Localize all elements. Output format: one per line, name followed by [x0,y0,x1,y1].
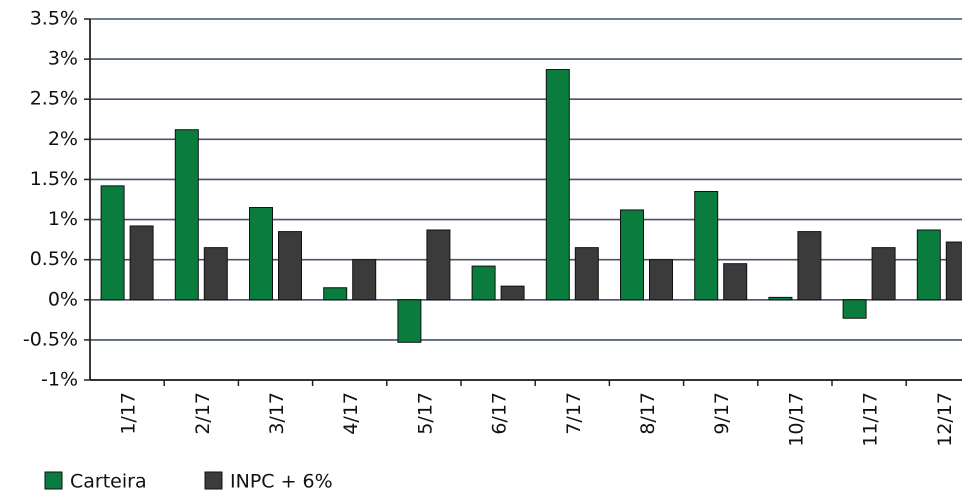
y-tick-label: -0.5% [23,328,78,350]
bar [500,285,525,301]
x-tick-label: 7/17 [563,392,585,435]
x-tick-label: 4/17 [340,392,362,435]
bar [174,129,199,301]
legend-label: INPC + 6% [230,471,333,490]
bar [649,259,673,301]
bar [620,209,644,301]
y-tick-label: 3% [48,48,78,70]
x-tick-label: 9/17 [711,392,733,435]
x-tick-label: 10/17 [785,392,807,447]
y-tick-label: -1% [41,369,78,391]
bar [797,231,822,301]
bar [842,299,867,319]
legend-swatch [204,471,223,490]
bar [871,247,896,301]
bar [471,265,496,301]
bar [426,229,451,301]
y-tick-label: 1% [48,208,78,230]
legend-swatch [44,471,63,490]
x-tick-label: 1/17 [118,392,140,435]
bar [278,231,302,301]
x-tick-label: 3/17 [266,392,288,435]
x-tick-label: 5/17 [414,392,436,435]
bar [545,69,570,301]
bar [129,225,154,301]
y-tick-label: 0% [48,288,78,310]
bar [916,229,941,301]
bar [249,207,273,301]
y-tick-label: 2.5% [30,88,78,110]
bar [768,296,793,301]
x-tick-label: 6/17 [489,392,511,435]
bar [203,247,228,301]
bar [352,259,377,301]
x-tick-label: 8/17 [637,392,659,435]
y-tick-label: 0.5% [30,248,78,270]
bar [397,299,422,343]
bar [100,185,125,301]
bar [323,287,348,301]
x-tick-label: 12/17 [934,392,956,447]
bar [574,247,599,301]
x-tick-label: 11/17 [860,392,882,447]
y-tick-label: 1.5% [30,168,78,190]
bar [945,241,962,301]
x-tick-label: 2/17 [192,392,214,435]
y-tick-label: 3.5% [30,8,78,30]
bar [723,263,748,301]
legend-label: Carteira [70,471,147,490]
bar [694,190,719,301]
y-tick-label: 2% [48,128,78,150]
